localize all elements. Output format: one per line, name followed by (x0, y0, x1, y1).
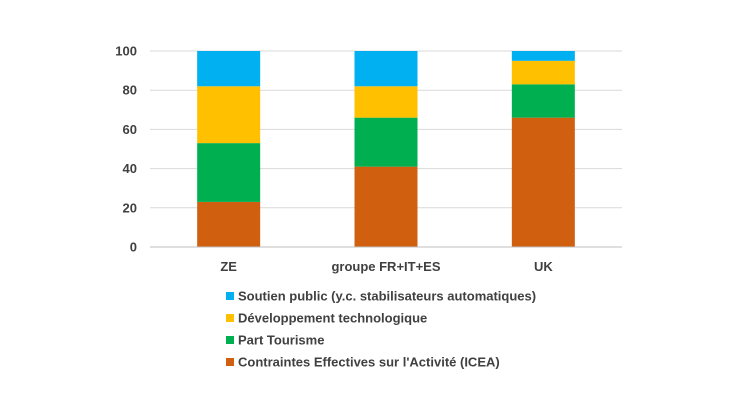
legend-label: Part Tourisme (238, 333, 324, 348)
y-tick-label: 100 (115, 44, 137, 59)
bar-segment (197, 143, 261, 202)
legend-swatch (226, 336, 234, 344)
legend-label: Développement technologique (238, 311, 427, 326)
bar-segment (511, 117, 575, 247)
bar-segment (354, 166, 418, 247)
bar-segment (511, 51, 575, 61)
x-tick-label: UK (534, 259, 553, 274)
legend-swatch (226, 292, 234, 300)
y-tick-label: 20 (123, 200, 137, 215)
legend: Soutien public (y.c. stabilisateurs auto… (226, 289, 536, 370)
y-tick-label: 80 (123, 83, 137, 98)
bar-segment (197, 201, 261, 247)
bar-segment (354, 86, 418, 118)
legend-label: Contraintes Effectives sur l'Activité (I… (238, 355, 500, 370)
bar-segment (354, 117, 418, 167)
x-tick-label: ZE (220, 259, 237, 274)
x-axis-labels: ZE groupe FR+IT+ES UK (220, 259, 553, 274)
bar-segment (511, 60, 575, 85)
legend-label: Soutien public (y.c. stabilisateurs auto… (238, 289, 536, 304)
y-axis: 0 20 40 60 80 100 (115, 44, 137, 255)
legend-swatch (226, 358, 234, 366)
bar-segment (197, 51, 261, 87)
bar-segment (511, 84, 575, 118)
y-tick-label: 0 (130, 240, 137, 255)
bars (197, 51, 575, 247)
y-tick-label: 40 (123, 161, 137, 176)
legend-swatch (226, 314, 234, 322)
x-tick-label: groupe FR+IT+ES (331, 259, 440, 274)
bar-segment (197, 86, 261, 144)
bar-segment (354, 51, 418, 87)
y-tick-label: 60 (123, 122, 137, 137)
